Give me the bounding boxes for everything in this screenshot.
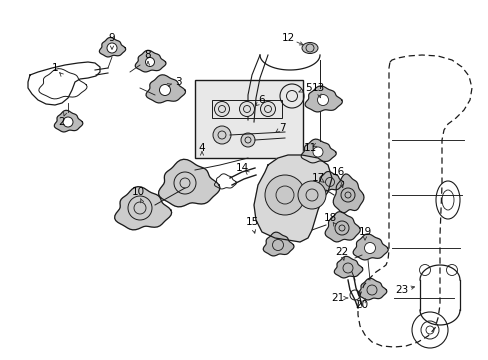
Polygon shape: [334, 256, 362, 278]
Polygon shape: [263, 232, 293, 256]
Text: 19: 19: [358, 227, 371, 237]
Circle shape: [241, 133, 254, 147]
Ellipse shape: [302, 42, 317, 54]
Bar: [212, 100, 282, 118]
Text: 21: 21: [331, 293, 344, 303]
Circle shape: [264, 175, 305, 215]
Text: 11: 11: [303, 143, 316, 153]
Text: 6: 6: [258, 95, 265, 105]
Text: 2: 2: [59, 117, 65, 127]
Polygon shape: [99, 37, 125, 57]
Polygon shape: [135, 50, 165, 72]
Circle shape: [213, 126, 230, 144]
Text: 7: 7: [278, 123, 285, 133]
Text: 12: 12: [281, 33, 294, 43]
Text: 3: 3: [174, 77, 181, 87]
Text: 10: 10: [131, 187, 144, 197]
Polygon shape: [333, 174, 363, 213]
Text: 8: 8: [144, 50, 151, 60]
Text: 9: 9: [108, 33, 115, 43]
Polygon shape: [317, 171, 343, 191]
Text: 13: 13: [311, 83, 324, 93]
Circle shape: [297, 181, 325, 209]
Text: 22: 22: [335, 247, 348, 257]
Polygon shape: [352, 234, 387, 260]
Text: 14: 14: [235, 163, 248, 173]
Circle shape: [159, 85, 170, 95]
Circle shape: [364, 243, 375, 253]
Polygon shape: [301, 139, 336, 163]
Text: 5: 5: [304, 83, 311, 93]
Text: 18: 18: [323, 213, 336, 223]
Bar: [195, 80, 303, 158]
Circle shape: [260, 102, 275, 117]
Text: 4: 4: [198, 143, 205, 153]
Text: 17: 17: [311, 173, 324, 183]
Circle shape: [312, 147, 323, 157]
Polygon shape: [358, 278, 386, 300]
Polygon shape: [305, 86, 342, 112]
Text: 15: 15: [245, 217, 258, 227]
Circle shape: [145, 58, 154, 67]
Polygon shape: [158, 159, 220, 207]
Polygon shape: [54, 110, 82, 132]
Polygon shape: [325, 212, 360, 242]
Text: 20: 20: [355, 300, 368, 310]
Text: 16: 16: [331, 167, 344, 177]
Polygon shape: [253, 155, 331, 242]
Circle shape: [239, 102, 254, 117]
Circle shape: [317, 94, 328, 105]
Circle shape: [107, 43, 117, 53]
Circle shape: [214, 102, 229, 117]
Polygon shape: [114, 186, 171, 230]
Text: 1: 1: [52, 63, 58, 73]
Polygon shape: [146, 75, 185, 103]
Circle shape: [63, 117, 73, 127]
Text: 23: 23: [395, 285, 408, 295]
